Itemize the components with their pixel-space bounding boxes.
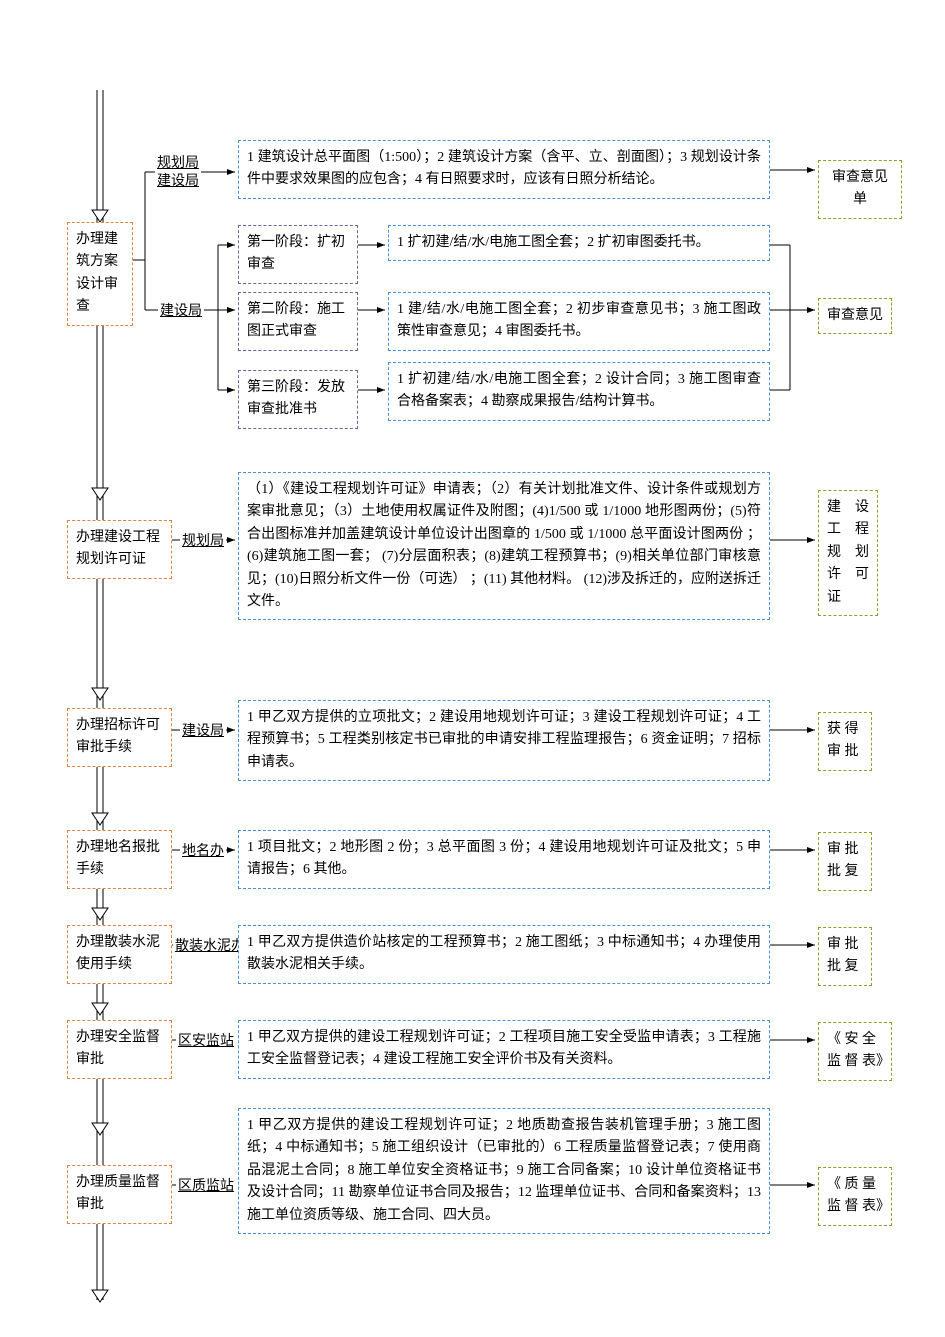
step-design-review: 办理建筑方案设计审查 — [67, 222, 133, 326]
detail-d8: 1 甲乙双方提供造价站核定的工程预算书；2 施工图纸；3 中标通知书；4 办理使… — [238, 925, 770, 984]
output-planning-permit: 建 设 工 程 规 划 许 可 证 — [818, 490, 878, 616]
stage-2: 第二阶段：施工图正式审查 — [238, 292, 358, 351]
detail-d2: 1 扩初建/结/水/电施工图全套；2 扩初审图委托书。 — [388, 225, 770, 261]
detail-d5: （1）《建设工程规划许可证》申请表；（2）有关计划批准文件、设计条件或规划方案审… — [238, 472, 770, 620]
output-safety-table: 《 安 全 监 督 表》 — [818, 1022, 892, 1081]
step-safety-supervision: 办理安全监督审批 — [67, 1020, 172, 1079]
step-planning-permit: 办理建设工程规划许可证 — [67, 520, 172, 579]
stage-3: 第三阶段：发放审查批准书 — [238, 370, 358, 429]
agency-label-step6: 区安监站 — [176, 1033, 236, 1051]
output-review-opinion2: 审查意见 — [818, 298, 892, 334]
output-review-opinion: 审查意见单 — [818, 160, 902, 219]
step-bulk-cement: 办理散装水泥使用手续 — [67, 925, 172, 984]
stage-1: 第一阶段：扩初审查 — [238, 225, 358, 284]
agency-label-step4: 地名办 — [180, 843, 226, 861]
detail-d3: 1 建/结/水/电施工图全套；2 初步审查意见书；3 施工图政策性审查意见；4 … — [388, 292, 770, 351]
detail-d9: 1 甲乙双方提供的建设工程规划许可证；2 工程项目施工安全受监申请表；3 工程施… — [238, 1020, 770, 1079]
agency-label-step7: 区质监站 — [176, 1178, 236, 1196]
agency-label-step5: 散装水泥办 — [173, 938, 247, 956]
detail-d10: 1 甲乙双方提供的建设工程规划许可证；2 地质勘查报告装机管理手册；3 施工图纸… — [238, 1108, 770, 1234]
agency-label-step3: 建设局 — [180, 723, 226, 741]
step-bidding-permit: 办理招标许可审批手续 — [67, 708, 172, 767]
detail-d7: 1 项目批文；2 地形图 2 份；3 总平面图 3 份；4 建设用地规划许可证及… — [238, 830, 770, 889]
output-cement-approval: 审 批 批 复 — [818, 927, 872, 986]
detail-d6: 1 甲乙双方提供的立项批文；2 建设用地规划许可证；3 建设工程规划许可证；4 … — [238, 700, 770, 781]
step-placename: 办理地名报批手续 — [67, 830, 172, 889]
output-quality-table: 《 质 量 监 督 表》 — [818, 1167, 892, 1226]
agency-label-jiansheju: 建设局 — [158, 303, 204, 321]
output-placename-approval: 审 批 批 复 — [818, 832, 872, 891]
output-bidding-approval: 获 得 审 批 — [818, 712, 872, 771]
detail-d4: 1 扩初建/结/水/电施工图全套；2 设计合同；3 施工图审查合格备案表；4 勘… — [388, 362, 770, 421]
detail-d1: 1 建筑设计总平面图（1:500）；2 建筑设计方案（含平、立、剖面图）；3 规… — [238, 140, 770, 199]
agency-label-guihuaju: 规划局 建设局 — [155, 155, 201, 191]
agency-label-step2: 规划局 — [180, 533, 226, 551]
step-quality-supervision: 办理质量监督审批 — [67, 1165, 172, 1224]
